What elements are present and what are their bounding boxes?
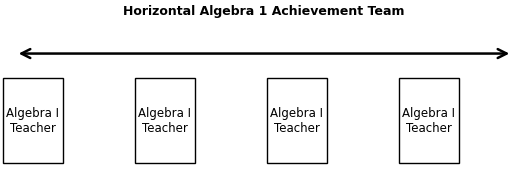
FancyBboxPatch shape — [399, 78, 459, 163]
Text: Algebra I
Teacher: Algebra I Teacher — [138, 107, 192, 135]
Text: Algebra I
Teacher: Algebra I Teacher — [402, 107, 456, 135]
FancyBboxPatch shape — [3, 78, 63, 163]
Text: Algebra I
Teacher: Algebra I Teacher — [6, 107, 60, 135]
Text: Algebra I
Teacher: Algebra I Teacher — [270, 107, 324, 135]
FancyBboxPatch shape — [135, 78, 195, 163]
FancyBboxPatch shape — [267, 78, 327, 163]
Text: Horizontal Algebra 1 Achievement Team: Horizontal Algebra 1 Achievement Team — [123, 5, 405, 18]
